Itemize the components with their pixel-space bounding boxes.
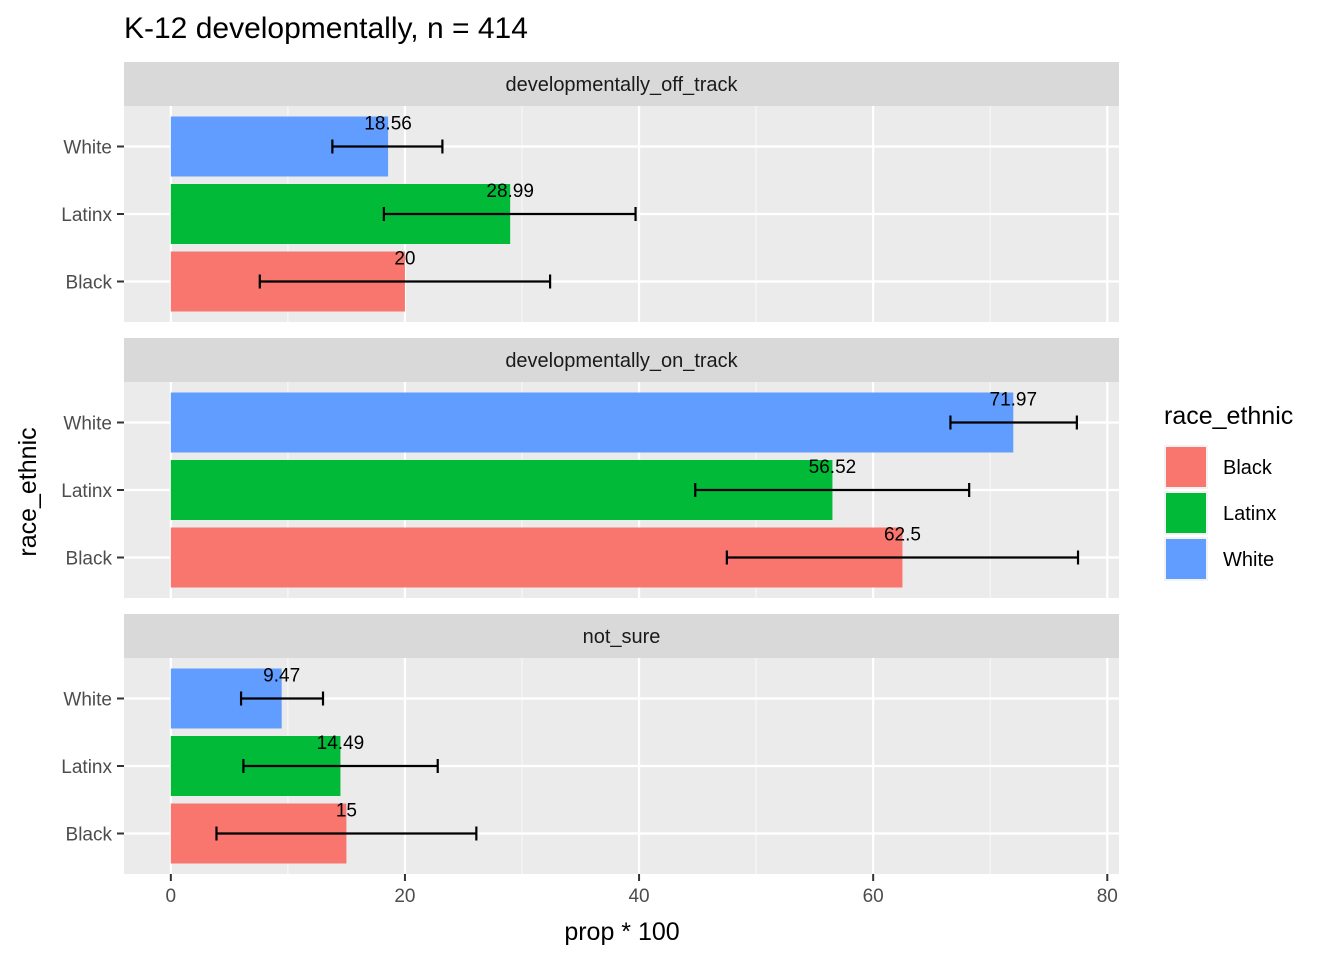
chart-title: K-12 developmentally, n = 414	[124, 12, 528, 45]
y-tick-label: Latinx	[61, 757, 112, 778]
facet-strip-label: developmentally_on_track	[505, 350, 738, 372]
facet-panel: not_sure White 9.47 Latinx 14.49 Black 15	[61, 614, 1119, 874]
data-label: 9.47	[263, 666, 300, 687]
x-tick-label: 80	[1097, 886, 1118, 907]
y-tick-label: Black	[66, 549, 113, 570]
data-label: 20	[394, 249, 415, 270]
x-axis: 0 20 40 60 80	[166, 874, 1118, 907]
y-tick-label: White	[63, 138, 112, 159]
chart-panels: developmentally_off_track White 18.56 Latin…	[61, 62, 1119, 874]
y-tick-label: White	[63, 414, 112, 435]
x-tick-label: 40	[628, 886, 649, 907]
legend-swatch	[1166, 539, 1206, 579]
facet-panel: developmentally_off_track White 18.56 Latin…	[61, 62, 1119, 322]
facet-strip-label: developmentally_off_track	[506, 74, 739, 96]
facet-strip-label: not_sure	[583, 626, 661, 648]
data-label: 15	[336, 801, 357, 822]
error-bar	[215, 826, 478, 841]
y-tick-label: White	[63, 690, 112, 711]
data-label: 14.49	[317, 733, 365, 754]
y-tick-label: Black	[66, 273, 113, 294]
legend-swatch	[1166, 447, 1206, 487]
data-label: 18.56	[364, 114, 412, 135]
x-tick-label: 0	[166, 886, 177, 907]
facet-strip	[124, 338, 1119, 382]
error-bar	[242, 759, 439, 773]
x-axis-title: prop * 100	[564, 918, 679, 946]
x-tick-label: 60	[863, 886, 884, 907]
y-tick-label: Latinx	[61, 481, 112, 502]
y-axis-title: race_ethnic	[14, 427, 42, 556]
facet-strip	[124, 62, 1119, 106]
error-bar	[239, 691, 325, 706]
data-label: 62.5	[884, 525, 921, 546]
error-bar	[725, 550, 1080, 565]
y-tick-label: Black	[66, 825, 113, 846]
legend-label: White	[1223, 549, 1274, 571]
legend: race_ethnic Black Latinx White	[1164, 402, 1293, 581]
legend-swatch	[1166, 493, 1206, 533]
error-bar	[949, 415, 1078, 430]
legend-label: Black	[1223, 457, 1273, 479]
data-label: 28.99	[486, 181, 534, 202]
bar	[170, 392, 1014, 453]
x-tick-label: 20	[394, 886, 415, 907]
y-tick-label: Latinx	[61, 205, 112, 226]
facet-strip	[124, 614, 1119, 658]
error-bar	[331, 139, 444, 154]
legend-title: race_ethnic	[1164, 402, 1293, 430]
error-bar	[258, 274, 552, 289]
facet-panel: developmentally_on_track White 71.97 Latinx…	[61, 338, 1119, 598]
data-label: 71.97	[990, 390, 1038, 411]
legend-label: Latinx	[1223, 503, 1276, 525]
data-label: 56.52	[809, 457, 857, 478]
error-bar	[694, 483, 971, 497]
error-bar	[382, 207, 637, 221]
